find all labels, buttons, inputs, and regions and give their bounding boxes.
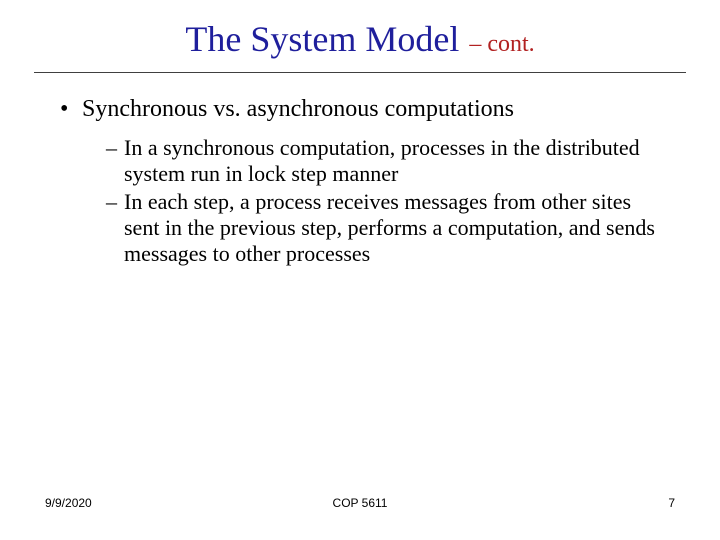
bullet-level2-text: In each step, a process receives message… <box>124 189 660 267</box>
bullet-dot: • <box>60 95 82 123</box>
bullet-level2-text: In a synchronous computation, processes … <box>124 135 660 187</box>
slide-footer: 9/9/2020 COP 5611 7 <box>0 496 720 510</box>
footer-course: COP 5611 <box>0 496 720 510</box>
slide: The System Model – cont. • Synchronous v… <box>0 0 720 540</box>
title-sub: – cont. <box>469 31 534 57</box>
slide-body: • Synchronous vs. asynchronous computati… <box>0 73 720 267</box>
bullet-level2: – In each step, a process receives messa… <box>106 189 660 267</box>
bullet-level2: – In a synchronous computation, processe… <box>106 135 660 187</box>
title-main: The System Model <box>185 19 459 59</box>
bullet-dash: – <box>106 189 124 267</box>
bullet-dash: – <box>106 135 124 187</box>
sub-bullets: – In a synchronous computation, processe… <box>60 135 660 267</box>
bullet-level1-text: Synchronous vs. asynchronous computation… <box>82 95 660 123</box>
slide-title: The System Model – cont. <box>0 0 720 66</box>
bullet-level1: • Synchronous vs. asynchronous computati… <box>60 95 660 123</box>
